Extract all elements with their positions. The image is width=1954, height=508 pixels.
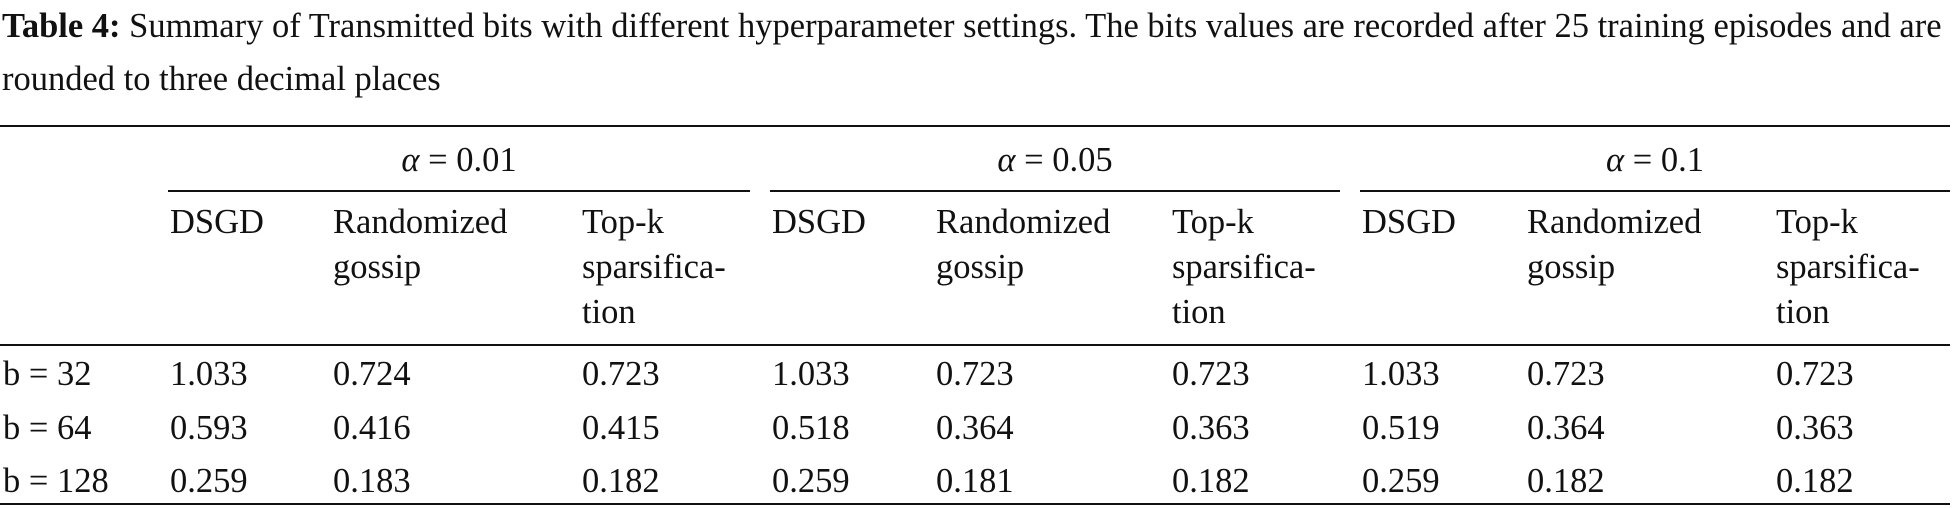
- table-cell: 0.723: [582, 355, 660, 393]
- subheader-randomized-gossip: Randomized gossip: [333, 203, 508, 286]
- bottom-rule: [0, 503, 1950, 505]
- table-cell: 0.364: [936, 409, 1014, 447]
- table-cell: 0.519: [1362, 409, 1440, 447]
- table-cell: 0.364: [1527, 409, 1605, 447]
- caption-label: Table 4:: [2, 7, 121, 45]
- table-cell: 0.363: [1776, 409, 1854, 447]
- group-header-alpha-0.1: α = 0.1: [1606, 141, 1704, 179]
- table-cell: 0.724: [333, 355, 411, 393]
- subheader-dsgd: DSGD: [1362, 203, 1456, 241]
- table-cell: 0.259: [170, 462, 248, 500]
- table-cell: 0.593: [170, 409, 248, 447]
- table-cell: 0.182: [1172, 462, 1250, 500]
- header-body-rule: [0, 344, 1950, 346]
- table-cell: 0.259: [772, 462, 850, 500]
- subheader-top-k-sparsification: Top-k sparsifica-tion: [1776, 203, 1920, 331]
- table-caption: Table 4: Summary of Transmitted bits wit…: [2, 0, 1952, 106]
- table-cell: 0.363: [1172, 409, 1250, 447]
- table-cell: 0.259: [1362, 462, 1440, 500]
- group-rule-3: [1360, 190, 1950, 192]
- group-header-alpha-0.05: α = 0.05: [997, 141, 1113, 179]
- table-cell: 0.723: [936, 355, 1014, 393]
- subheader-dsgd: DSGD: [772, 203, 866, 241]
- table-cell: 0.181: [936, 462, 1014, 500]
- table-cell: 0.723: [1172, 355, 1250, 393]
- row-label: b = 32: [3, 355, 92, 393]
- subheader-dsgd: DSGD: [170, 203, 264, 241]
- table-cell: 0.415: [582, 409, 660, 447]
- group-header-alpha-0.01: α = 0.01: [401, 141, 517, 179]
- subheader-top-k-sparsification: Top-k sparsifica-tion: [1172, 203, 1316, 331]
- table-cell: 0.723: [1776, 355, 1854, 393]
- subheader-randomized-gossip: Randomized gossip: [1527, 203, 1702, 286]
- table-cell: 0.182: [1527, 462, 1605, 500]
- table-cell: 0.182: [1776, 462, 1854, 500]
- table-cell: 0.518: [772, 409, 850, 447]
- table-cell: 1.033: [170, 355, 248, 393]
- table-cell: 0.416: [333, 409, 411, 447]
- caption-text: Summary of Transmitted bits with differe…: [2, 7, 1942, 98]
- table-cell: 0.183: [333, 462, 411, 500]
- group-rule-1: [168, 190, 750, 192]
- table-cell: 0.723: [1527, 355, 1605, 393]
- table-cell: 1.033: [1362, 355, 1440, 393]
- table-cell: 1.033: [772, 355, 850, 393]
- top-rule: [0, 125, 1950, 127]
- table-cell: 0.182: [582, 462, 660, 500]
- subheader-top-k-sparsification: Top-k sparsifica-tion: [582, 203, 726, 331]
- row-label: b = 64: [3, 409, 92, 447]
- group-rule-2: [770, 190, 1340, 192]
- row-label: b = 128: [3, 462, 109, 500]
- subheader-randomized-gossip: Randomized gossip: [936, 203, 1111, 286]
